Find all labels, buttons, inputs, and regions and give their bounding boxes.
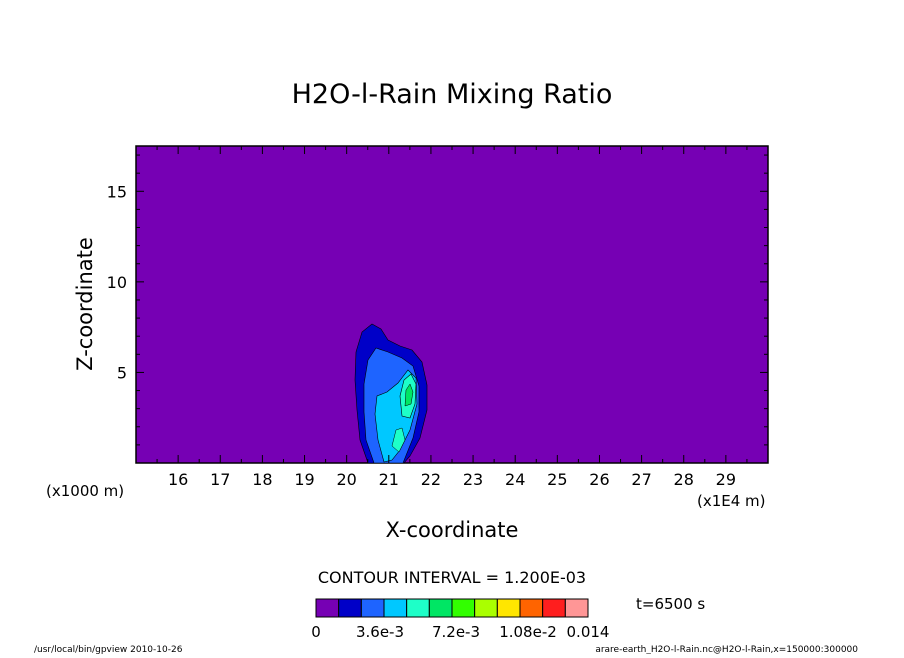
x-tick-label: 28 [674, 470, 694, 489]
x-tick-label: 16 [168, 470, 188, 489]
colorbar [315, 598, 589, 618]
colorbar-label: 3.6e-3 [356, 623, 404, 641]
x-unit-left: (x1000 m) [46, 482, 124, 500]
plot-area [135, 145, 769, 464]
x-tick-label: 20 [336, 470, 356, 489]
colorbar-swatch [519, 598, 544, 618]
colorbar-swatch [315, 598, 340, 618]
colorbar-swatch [383, 598, 408, 618]
x-tick-label: 29 [716, 470, 736, 489]
colorbar-swatch [451, 598, 476, 618]
colorbar-label: 0.014 [567, 623, 610, 641]
y-tick-label: 15 [107, 182, 127, 201]
y-axis-label: Z-coordinate [73, 237, 97, 371]
colorbar-swatch [496, 598, 521, 618]
x-axis-label: X-coordinate [386, 518, 519, 542]
colorbar-label: 1.08e-2 [499, 623, 557, 641]
chart-title: H2O-l-Rain Mixing Ratio [292, 79, 613, 110]
x-tick-label: 23 [463, 470, 483, 489]
colorbar-label: 0 [311, 623, 321, 641]
y-axis-ticks: 5 10 15 [107, 154, 768, 446]
contour-interval-label: CONTOUR INTERVAL = 1.200E-03 [318, 568, 586, 587]
contour-level-5 [404, 383, 414, 407]
x-unit-right: (x1E4 m) [697, 492, 766, 510]
x-tick-label: 25 [547, 470, 567, 489]
footer-left: /usr/local/bin/gpview 2010-10-26 [34, 645, 183, 654]
x-tick-label: 21 [379, 470, 399, 489]
x-tick-label: 19 [294, 470, 314, 489]
contour-level-3b [391, 427, 406, 453]
time-label: t=6500 s [636, 595, 705, 613]
colorbar-swatch [338, 598, 362, 618]
y-tick-label: 10 [107, 273, 127, 292]
colorbar-swatch [564, 598, 589, 618]
x-axis-ticks: 16 17 18 19 20 21 22 23 24 25 26 27 28 29 [135, 146, 769, 489]
colorbar-swatch [542, 598, 566, 618]
footer-right: arare-earth_H2O-l-Rain.nc@H2O-l-Rain,x=1… [595, 645, 858, 654]
x-tick-label: 27 [631, 470, 651, 489]
rain-plume [354, 323, 428, 464]
colorbar-swatch [428, 598, 453, 618]
y-tick-label: 5 [117, 363, 127, 382]
colorbar-swatch [406, 598, 430, 618]
x-tick-label: 24 [505, 470, 525, 489]
colorbar-labels: 0 3.6e-3 7.2e-3 1.08e-2 0.014 [311, 623, 609, 641]
x-tick-label: 17 [210, 470, 230, 489]
colorbar-label: 7.2e-3 [432, 623, 480, 641]
x-tick-label: 18 [252, 470, 272, 489]
colorbar-swatch [360, 598, 385, 618]
x-tick-label: 22 [421, 470, 441, 489]
x-tick-label: 26 [589, 470, 609, 489]
colorbar-swatch [474, 598, 498, 618]
